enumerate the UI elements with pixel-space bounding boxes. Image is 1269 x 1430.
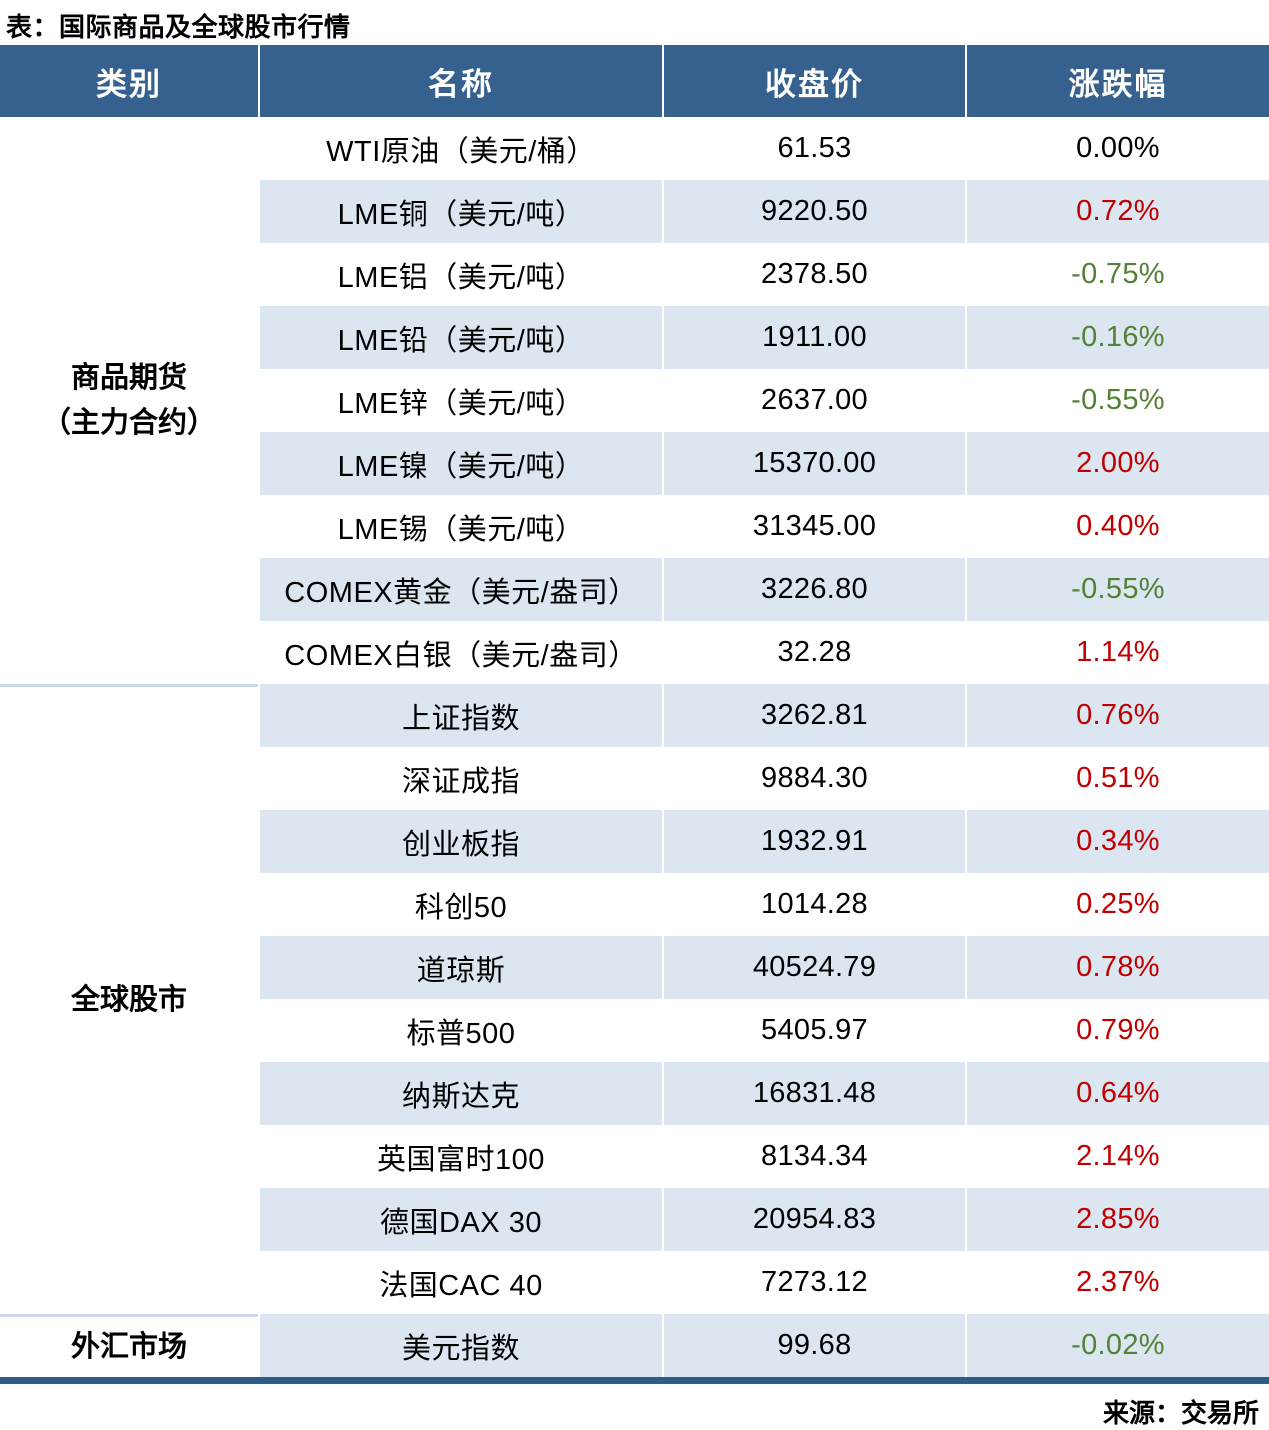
instrument-name: LME锡（美元/吨） — [258, 495, 662, 558]
change-percent: 2.85% — [965, 1188, 1269, 1251]
table-row: LME锌（美元/吨） 2637.00 -0.55% — [258, 369, 1269, 432]
table-row: 创业板指 1932.91 0.34% — [258, 810, 1269, 873]
table-row: LME铅（美元/吨） 1911.00 -0.16% — [258, 306, 1269, 369]
column-header-name: 名称 — [258, 45, 662, 117]
table-header-row: 类别 名称 收盘价 涨跌幅 — [0, 45, 1269, 117]
instrument-name: 道琼斯 — [258, 936, 662, 999]
close-price: 3226.80 — [662, 558, 965, 621]
close-price: 1911.00 — [662, 306, 965, 369]
instrument-name: 德国DAX 30 — [258, 1188, 662, 1251]
close-price: 20954.83 — [662, 1188, 965, 1251]
table-row: 纳斯达克 16831.48 0.64% — [258, 1062, 1269, 1125]
instrument-name: WTI原油（美元/桶） — [258, 117, 662, 180]
change-percent: 0.76% — [965, 684, 1269, 747]
change-percent: 0.25% — [965, 873, 1269, 936]
close-price: 8134.34 — [662, 1125, 965, 1188]
close-price: 2378.50 — [662, 243, 965, 306]
instrument-name: 英国富时100 — [258, 1125, 662, 1188]
close-price: 99.68 — [662, 1314, 965, 1377]
table-row: COMEX黄金（美元/盎司） 3226.80 -0.55% — [258, 558, 1269, 621]
category-cell-global-stocks: 全球股市 — [0, 684, 258, 1314]
market-quotes-table: 类别 名称 收盘价 涨跌幅 商品期货 （主力合约） 全球股市 外汇市场 WTI原… — [0, 45, 1269, 1384]
table-row: 英国富时100 8134.34 2.14% — [258, 1125, 1269, 1188]
close-price: 2637.00 — [662, 369, 965, 432]
close-price: 3262.81 — [662, 684, 965, 747]
table-row: COMEX白银（美元/盎司） 32.28 1.14% — [258, 621, 1269, 684]
change-percent: -0.16% — [965, 306, 1269, 369]
change-percent: 0.51% — [965, 747, 1269, 810]
close-price: 40524.79 — [662, 936, 965, 999]
table-row: WTI原油（美元/桶） 61.53 0.00% — [258, 117, 1269, 180]
close-price: 5405.97 — [662, 999, 965, 1062]
change-percent: 0.00% — [965, 117, 1269, 180]
table-row: LME锡（美元/吨） 31345.00 0.40% — [258, 495, 1269, 558]
change-percent: -0.55% — [965, 369, 1269, 432]
table-row: 科创50 1014.28 0.25% — [258, 873, 1269, 936]
category-cell-forex: 外汇市场 — [0, 1314, 258, 1377]
close-price: 1932.91 — [662, 810, 965, 873]
change-percent: 0.40% — [965, 495, 1269, 558]
instrument-name: LME铜（美元/吨） — [258, 180, 662, 243]
table-row: LME铝（美元/吨） 2378.50 -0.75% — [258, 243, 1269, 306]
instrument-name: LME铝（美元/吨） — [258, 243, 662, 306]
table-row: 道琼斯 40524.79 0.78% — [258, 936, 1269, 999]
change-percent: 2.00% — [965, 432, 1269, 495]
close-price: 1014.28 — [662, 873, 965, 936]
column-header-change: 涨跌幅 — [965, 45, 1269, 117]
close-price: 32.28 — [662, 621, 965, 684]
table-row: 深证成指 9884.30 0.51% — [258, 747, 1269, 810]
change-percent: -0.55% — [965, 558, 1269, 621]
source-note: 来源：交易所 — [1102, 1398, 1259, 1428]
instrument-name: LME镍（美元/吨） — [258, 432, 662, 495]
category-cell-commodity-futures: 商品期货 （主力合约） — [41, 361, 216, 439]
change-percent: 0.34% — [965, 810, 1269, 873]
change-percent: 1.14% — [965, 621, 1269, 684]
instrument-name: COMEX黄金（美元/盎司） — [258, 558, 662, 621]
instrument-name: 纳斯达克 — [258, 1062, 662, 1125]
change-percent: 0.64% — [965, 1062, 1269, 1125]
close-price: 16831.48 — [662, 1062, 965, 1125]
instrument-name: 科创50 — [258, 873, 662, 936]
instrument-name: 上证指数 — [258, 684, 662, 747]
close-price: 7273.12 — [662, 1251, 965, 1314]
change-percent: 2.14% — [965, 1125, 1269, 1188]
instrument-name: 美元指数 — [258, 1314, 662, 1377]
table-body: 商品期货 （主力合约） 全球股市 外汇市场 WTI原油（美元/桶） 61.53 0.… — [0, 117, 1269, 1377]
table-row: 法国CAC 40 7273.12 2.37% — [258, 1251, 1269, 1314]
change-percent: -0.02% — [965, 1314, 1269, 1377]
instrument-name: 法国CAC 40 — [258, 1251, 662, 1314]
close-price: 31345.00 — [662, 495, 965, 558]
change-percent: 0.72% — [965, 180, 1269, 243]
instrument-name: COMEX白银（美元/盎司） — [258, 621, 662, 684]
instrument-name: 创业板指 — [258, 810, 662, 873]
close-price: 61.53 — [662, 117, 965, 180]
column-header-close: 收盘价 — [662, 45, 965, 117]
table-row: 上证指数 3262.81 0.76% — [258, 684, 1269, 747]
close-price: 15370.00 — [662, 432, 965, 495]
table-row: LME铜（美元/吨） 9220.50 0.72% — [258, 180, 1269, 243]
instrument-name: LME锌（美元/吨） — [258, 369, 662, 432]
column-header-category: 类别 — [96, 66, 162, 102]
table-row: LME镍（美元/吨） 15370.00 2.00% — [258, 432, 1269, 495]
instrument-name: 深证成指 — [258, 747, 662, 810]
category-column: 商品期货 （主力合约） 全球股市 外汇市场 — [0, 117, 258, 1377]
change-percent: 0.78% — [965, 936, 1269, 999]
change-percent: 2.37% — [965, 1251, 1269, 1314]
close-price: 9220.50 — [662, 180, 965, 243]
page-title: 表：国际商品及全球股市行情 — [6, 12, 351, 42]
table-row: 美元指数 99.68 -0.02% — [258, 1314, 1269, 1377]
data-rows: WTI原油（美元/桶） 61.53 0.00% LME铜（美元/吨） 9220.50 0.… — [258, 117, 1269, 1377]
change-percent: 0.79% — [965, 999, 1269, 1062]
table-row: 标普500 5405.97 0.79% — [258, 999, 1269, 1062]
change-percent: -0.75% — [965, 243, 1269, 306]
close-price: 9884.30 — [662, 747, 965, 810]
instrument-name: 标普500 — [258, 999, 662, 1062]
table-row: 德国DAX 30 20954.83 2.85% — [258, 1188, 1269, 1251]
instrument-name: LME铅（美元/吨） — [258, 306, 662, 369]
